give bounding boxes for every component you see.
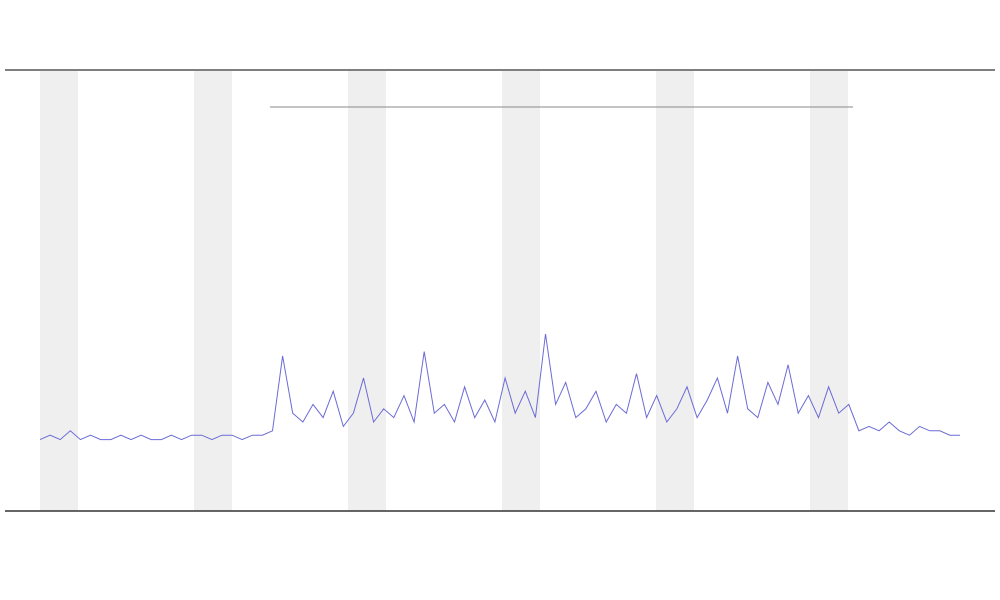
band xyxy=(348,71,386,511)
band xyxy=(656,71,694,511)
data-line xyxy=(39,333,960,441)
band xyxy=(502,71,540,511)
band xyxy=(194,71,232,511)
band xyxy=(810,71,848,511)
band xyxy=(40,71,78,511)
background-bands xyxy=(40,71,848,511)
